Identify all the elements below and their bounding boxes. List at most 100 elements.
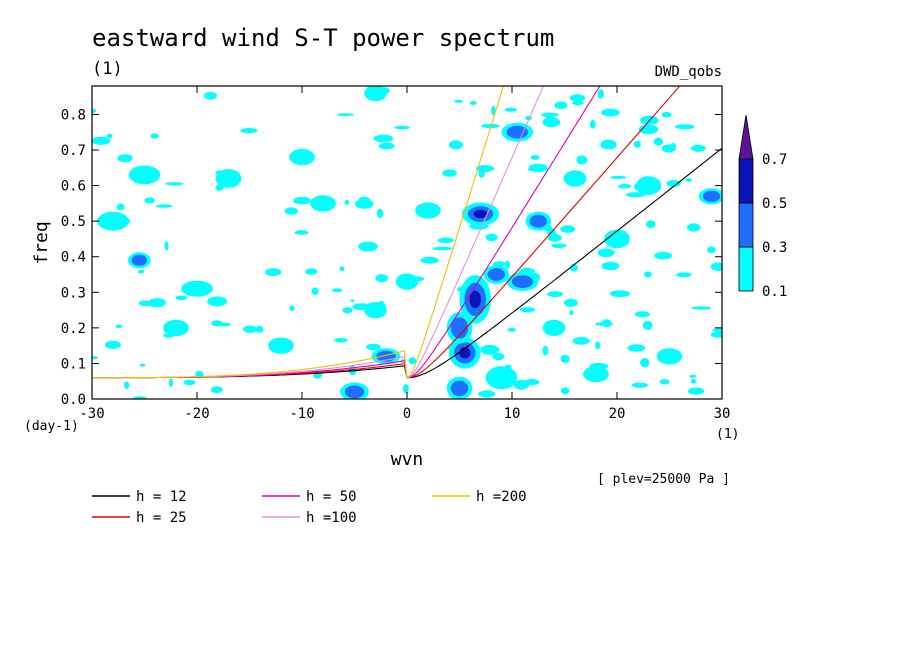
contour-patch	[640, 358, 650, 368]
x-tick-label: 30	[714, 406, 731, 422]
contour-patch	[293, 196, 312, 205]
contour-blob-level0	[583, 366, 609, 383]
contour-patch	[117, 154, 133, 163]
contour-blob-level1	[344, 385, 365, 399]
contour-patch	[379, 142, 395, 150]
contour-patch	[144, 197, 155, 204]
contour-patch	[478, 168, 485, 178]
contour-patch	[689, 374, 697, 378]
contour-patch	[106, 133, 113, 139]
contour-patch	[334, 338, 348, 343]
contour-patch	[358, 241, 378, 252]
y-axis-unit: (day-1)	[24, 419, 79, 434]
y-tick-label: 0.8	[61, 107, 86, 123]
contour-patch	[350, 299, 355, 303]
contour-patch	[485, 233, 498, 242]
contour-patch	[504, 107, 517, 112]
x-tick-label: 20	[609, 406, 626, 422]
contour-patch	[631, 382, 648, 388]
contour-patch	[646, 220, 656, 228]
contour-patch	[375, 274, 388, 283]
y-tick-label: 0.4	[61, 250, 86, 266]
contour-blob-level0	[656, 348, 683, 365]
contour-patch	[256, 325, 264, 333]
contour-patch	[448, 140, 463, 150]
contour-patch	[332, 288, 343, 293]
contour-blob-level0	[128, 165, 161, 185]
contour-patch	[453, 99, 463, 103]
contour-patch	[542, 117, 561, 128]
contour-patch	[634, 311, 650, 318]
dispersion-curve-h200	[92, 86, 504, 379]
contour-patch	[164, 241, 169, 251]
contour-patch	[527, 167, 542, 172]
contour-patch	[595, 341, 601, 350]
contour-blob-level0	[604, 229, 630, 249]
contour-patch	[432, 246, 453, 251]
contour-blob-level1	[506, 125, 528, 139]
contour-patch	[507, 327, 516, 332]
contour-blob-level0	[563, 170, 587, 187]
contour-blob-level1	[511, 275, 534, 288]
contour-blob-level0	[310, 195, 336, 212]
contour-patch	[339, 266, 345, 272]
contour-patch	[569, 310, 574, 316]
contour-patch	[688, 387, 705, 395]
contour-blob-level0	[181, 280, 213, 297]
contour-patch	[284, 207, 298, 215]
contour-blob-level2	[469, 290, 481, 309]
x-axis-unit: (1)	[716, 427, 739, 442]
contour-patch	[394, 125, 410, 130]
contour-patch	[104, 340, 121, 349]
contour-blob-level0	[542, 319, 566, 336]
contour-blob-level1	[450, 317, 469, 339]
dataset-label: DWD_qobs	[655, 64, 722, 80]
contour-patch	[572, 100, 584, 106]
x-tick-label: 10	[504, 406, 521, 422]
dispersion-curves	[92, 86, 722, 379]
contour-patch	[691, 306, 712, 310]
contour-patch	[139, 363, 146, 367]
contour-patch	[240, 128, 258, 134]
contour-blob-level0	[635, 176, 662, 196]
contour-patch	[519, 307, 536, 313]
x-axis: -30 -20 -10 0 10 20 30	[79, 86, 730, 422]
contour-patch	[625, 192, 646, 198]
contour-patch	[175, 295, 187, 301]
contour-patch	[480, 344, 500, 355]
contour-patch	[92, 356, 98, 360]
contour-patch	[373, 134, 394, 143]
contour-patch	[165, 182, 184, 186]
contour-patch	[442, 169, 457, 177]
chart-subtitle: (1)	[92, 59, 123, 79]
contour-patch	[560, 225, 576, 233]
y-tick-label: 0.5	[61, 214, 86, 230]
contour-patch	[148, 298, 166, 308]
contour-patch	[243, 325, 258, 333]
contour-blob-level0	[289, 149, 315, 166]
contour-patch	[408, 357, 417, 365]
contour-patch	[264, 268, 282, 276]
contour-patch	[710, 262, 722, 271]
contour-patch	[576, 155, 588, 165]
x-tick-label: 0	[403, 406, 411, 422]
contour-patch	[691, 144, 706, 152]
contour-blob-level0	[163, 319, 189, 336]
contour-patch	[560, 354, 570, 363]
contour-patch	[597, 248, 615, 258]
contour-patch	[211, 320, 223, 327]
legend-label: h = 12	[136, 489, 187, 505]
colorbar-label: 0.3	[762, 240, 787, 256]
contour-patch	[685, 178, 693, 182]
contour-blob-level0	[215, 169, 242, 188]
contour-patch	[610, 175, 627, 179]
contour-patch	[305, 268, 318, 275]
y-tick-label: 0.0	[61, 392, 86, 408]
contour-patch	[92, 136, 111, 145]
contour-patch	[569, 94, 586, 102]
contour-patch	[712, 328, 722, 333]
contour-patch	[469, 101, 477, 105]
contour-patch	[548, 234, 562, 242]
colorbar-label: 0.7	[762, 152, 787, 168]
